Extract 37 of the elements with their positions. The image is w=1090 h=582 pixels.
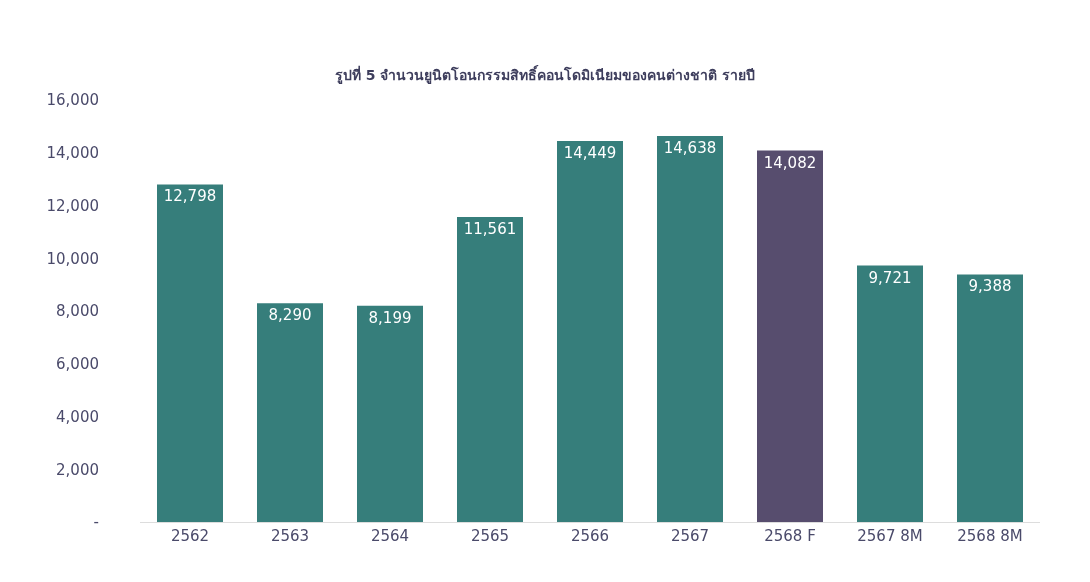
y-tick-label: - — [93, 513, 99, 532]
y-tick-label: 2,000 — [56, 460, 99, 479]
bar — [457, 217, 523, 522]
data-label: 9,388 — [968, 277, 1012, 296]
x-tick-label: 2563 — [270, 527, 310, 545]
bar — [957, 274, 1023, 522]
x-tick-label: 2562 — [170, 527, 210, 545]
data-label: 14,082 — [763, 153, 817, 172]
data-label: 8,290 — [268, 306, 312, 325]
y-tick-label: 14,000 — [46, 144, 99, 162]
y-tick-label: 8,000 — [56, 302, 99, 321]
x-tick-label: 2567 8M — [857, 527, 923, 545]
data-label: 8,199 — [368, 308, 412, 327]
data-label: 12,798 — [163, 187, 217, 206]
data-label: 14,638 — [663, 138, 717, 157]
y-tick-label: 4,000 — [56, 407, 99, 426]
bar — [157, 184, 223, 522]
y-tick-label: 10,000 — [46, 249, 99, 268]
data-label: 11,561 — [463, 220, 517, 239]
x-tick-label: 2566 — [570, 527, 610, 545]
data-label: 14,449 — [563, 143, 617, 162]
bar — [557, 140, 623, 522]
x-tick-label: 2564 — [370, 527, 410, 545]
bar — [357, 305, 423, 522]
x-tick-label: 2565 — [470, 527, 510, 545]
y-tick-label: 16,000 — [46, 91, 99, 110]
data-label: 9,721 — [868, 268, 912, 287]
chart-title: รูปที่ 5 จำนวนยูนิตโอนกรรมสิทธิ์คอนโดมิเนียมของคนต่างชาติ รายปี — [334, 63, 756, 84]
y-tick-label: 12,000 — [46, 196, 99, 215]
x-tick-label: 2568 F — [764, 527, 816, 545]
bar — [257, 303, 323, 522]
x-tick-label: 2568 8M — [957, 527, 1023, 545]
y-tick-label: 6,000 — [56, 355, 99, 373]
bar — [857, 265, 923, 522]
x-tick-label: 2567 — [670, 527, 710, 545]
bar — [657, 135, 723, 522]
bar — [757, 150, 823, 522]
